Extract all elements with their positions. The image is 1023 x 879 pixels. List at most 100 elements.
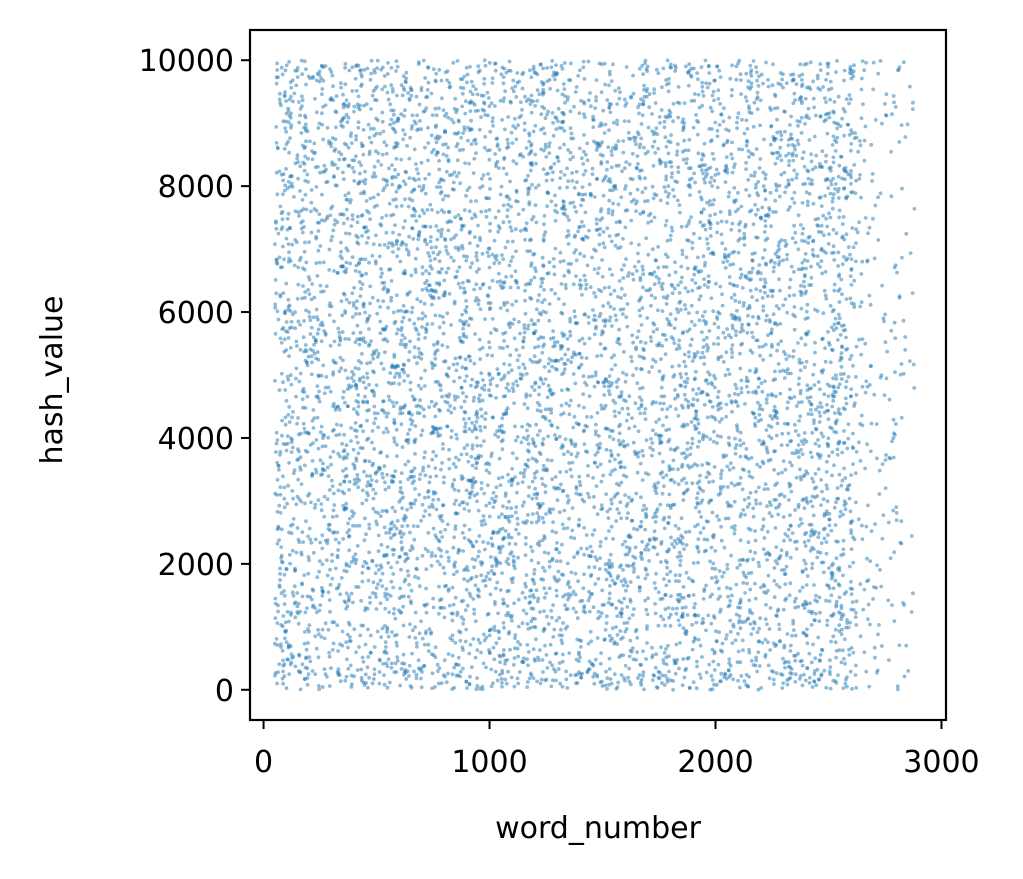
data-point (461, 666, 465, 671)
data-point (880, 283, 884, 288)
data-point (716, 662, 721, 667)
data-point (727, 372, 732, 376)
data-point (749, 659, 754, 663)
data-point (585, 546, 589, 551)
data-point (772, 265, 776, 270)
data-point (385, 454, 390, 459)
data-point (489, 569, 494, 573)
data-point (377, 254, 382, 259)
data-point (368, 217, 372, 222)
data-point (352, 407, 356, 411)
data-point (748, 491, 753, 495)
data-point (523, 237, 527, 242)
data-point (818, 88, 823, 92)
data-point (596, 380, 601, 385)
data-point (536, 502, 540, 506)
data-point (772, 682, 776, 686)
data-point (561, 259, 566, 263)
data-point (427, 271, 432, 276)
data-point (604, 447, 609, 452)
data-point (543, 417, 548, 421)
data-point (552, 264, 556, 269)
data-point (679, 307, 683, 312)
data-point (528, 393, 533, 398)
data-point (358, 633, 363, 638)
data-point (880, 462, 885, 466)
data-point (440, 227, 444, 232)
data-point (706, 613, 711, 618)
data-point (472, 611, 477, 616)
data-point (667, 468, 672, 473)
data-point (480, 398, 485, 403)
data-point (646, 596, 650, 601)
data-point (603, 122, 608, 127)
data-point (470, 216, 474, 221)
data-point (676, 526, 681, 531)
data-point (494, 395, 498, 400)
data-point (594, 177, 599, 182)
data-point (764, 313, 769, 318)
data-point (867, 293, 872, 298)
data-point (424, 567, 429, 572)
data-point (698, 220, 703, 225)
data-point (316, 628, 320, 632)
data-point (311, 408, 316, 412)
data-point (508, 179, 512, 184)
data-point (419, 127, 424, 132)
data-point (587, 495, 592, 499)
data-point (747, 209, 752, 214)
data-point (698, 355, 703, 360)
data-point (764, 318, 768, 323)
data-point (550, 615, 554, 620)
data-point (797, 523, 802, 528)
data-point (533, 266, 537, 271)
data-point (303, 128, 308, 133)
data-point (462, 446, 467, 451)
data-point (292, 91, 297, 96)
data-point (852, 63, 856, 68)
data-point (341, 170, 345, 175)
data-point (349, 224, 354, 229)
data-point (833, 182, 838, 186)
data-point (876, 632, 880, 637)
data-point (801, 182, 805, 187)
data-point (616, 246, 620, 251)
data-point (842, 78, 846, 83)
data-point (350, 213, 355, 218)
data-point (652, 545, 657, 550)
data-point (355, 544, 360, 548)
data-point (600, 140, 604, 145)
data-point (344, 260, 349, 265)
data-point (366, 655, 371, 659)
data-point (718, 610, 722, 614)
data-point (324, 375, 329, 379)
data-point (439, 78, 444, 83)
data-point (628, 648, 633, 653)
data-point (667, 191, 671, 196)
data-point (728, 281, 732, 286)
data-point (577, 338, 582, 343)
data-point (376, 298, 380, 303)
data-point (352, 466, 357, 471)
data-point (651, 196, 656, 201)
data-point (702, 338, 706, 342)
data-point (509, 506, 514, 511)
data-point (720, 468, 724, 473)
data-point (351, 523, 355, 528)
data-point (523, 542, 528, 546)
data-point (526, 627, 531, 631)
data-point (729, 152, 734, 157)
data-point (738, 626, 743, 631)
data-point (608, 304, 613, 309)
data-point (480, 684, 485, 689)
data-point (605, 676, 610, 681)
data-point (663, 559, 668, 563)
data-point (463, 421, 468, 426)
data-point (536, 183, 541, 188)
data-point (627, 616, 632, 621)
data-point (712, 668, 717, 672)
data-point (317, 559, 322, 563)
data-point (693, 376, 697, 381)
data-point (581, 586, 586, 591)
data-point (577, 111, 582, 116)
